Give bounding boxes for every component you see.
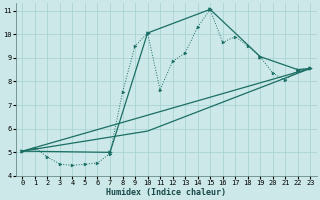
X-axis label: Humidex (Indice chaleur): Humidex (Indice chaleur) bbox=[106, 188, 226, 197]
